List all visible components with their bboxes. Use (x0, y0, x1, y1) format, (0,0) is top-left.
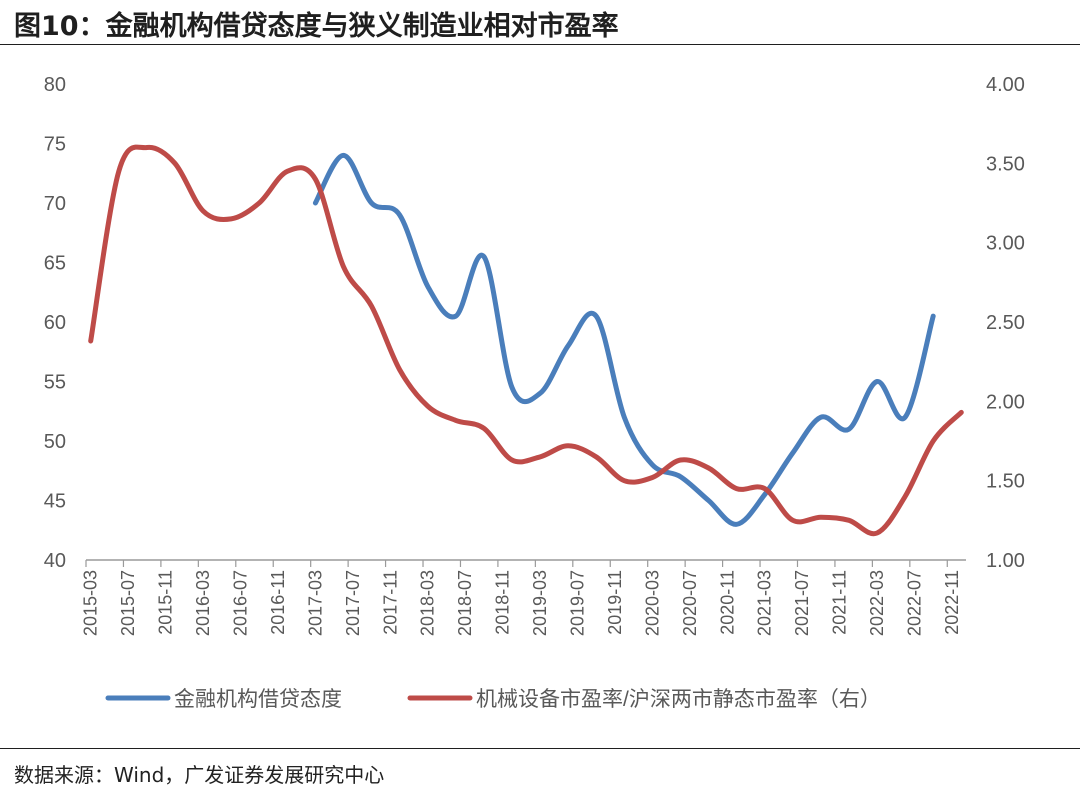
y-left-tick-label: 40 (44, 550, 66, 572)
figure-title-text: 金融机构借贷态度与狭义制造业相对市盈率 (105, 11, 619, 42)
y-left-tick-label: 45 (44, 491, 66, 513)
x-tick-label: 2020-11 (717, 570, 737, 635)
x-tick-label: 2022-11 (942, 570, 962, 635)
y-right-tick-label: 3.00 (986, 233, 1025, 255)
x-tick-label: 2015-03 (81, 570, 101, 636)
y-right-tick-label: 2.00 (986, 391, 1025, 413)
y-left-tick-label: 65 (44, 253, 66, 275)
x-tick-label: 2021-03 (755, 570, 775, 636)
figure-number: 图10： (14, 11, 106, 42)
x-tick-label: 2019-07 (567, 570, 587, 636)
y-left-tick-label: 55 (44, 372, 66, 394)
figure-title: 图10：金融机构借贷态度与狭义制造业相对市盈率 (14, 4, 619, 43)
series-line-1 (312, 152, 936, 527)
y-right-tick-label: 1.00 (986, 550, 1025, 572)
y-left-tick-label: 60 (44, 312, 66, 334)
source-bar: 数据来源：Wind，广发证券发展研究中心 (0, 748, 1080, 788)
x-tick-label: 2016-07 (230, 570, 250, 636)
x-tick-label: 2018-11 (493, 570, 513, 635)
y-right-tick-label: 1.50 (986, 471, 1025, 493)
y-left-tick-label: 75 (44, 134, 66, 156)
x-tick-label: 2021-11 (830, 570, 850, 635)
x-tick-label: 2019-11 (605, 570, 625, 635)
series-line-2 (88, 144, 964, 537)
x-tick-label: 2020-03 (642, 570, 662, 636)
legend-label-2: 机械设备市盈率/沪深两市静态市盈率（右） (476, 688, 881, 711)
x-tick-label: 2016-11 (268, 570, 288, 635)
x-tick-label: 2020-07 (680, 570, 700, 636)
y-right-tick-label: 4.00 (986, 74, 1025, 96)
x-tick-label: 2018-03 (418, 570, 438, 636)
chart: 2015-03 2015-07 2015-11 2016-03 2016-07 2016-… (44, 74, 1025, 711)
x-tick-label: 2017-11 (380, 570, 400, 635)
x-tick-label: 2021-07 (792, 570, 812, 636)
x-tick-label: 2015-07 (118, 570, 138, 636)
x-tick-label: 2017-07 (343, 570, 363, 636)
y-left-tick-label: 70 (44, 193, 66, 215)
x-tick-label: 2016-03 (193, 570, 213, 636)
y-right-tick-label: 2.50 (986, 312, 1025, 334)
legend-label-1: 金融机构借贷态度 (174, 688, 342, 711)
x-tick-label: 2017-03 (305, 570, 325, 636)
x-tick-label: 2018-07 (455, 570, 475, 636)
x-tick-label: 2019-03 (530, 570, 550, 636)
y-left-tick-label: 50 (44, 431, 66, 453)
y-left-tick-label: 80 (44, 74, 66, 96)
x-tick-label: 2015-11 (156, 570, 176, 635)
title-bar: 图10：金融机构借贷态度与狭义制造业相对市盈率 (0, 0, 1080, 45)
y-right-tick-label: 3.50 (986, 153, 1025, 175)
x-tick-label: 2022-07 (905, 570, 925, 636)
source-note: 数据来源：Wind，广发证券发展研究中心 (14, 763, 385, 787)
x-tick-label: 2022-03 (867, 570, 887, 636)
